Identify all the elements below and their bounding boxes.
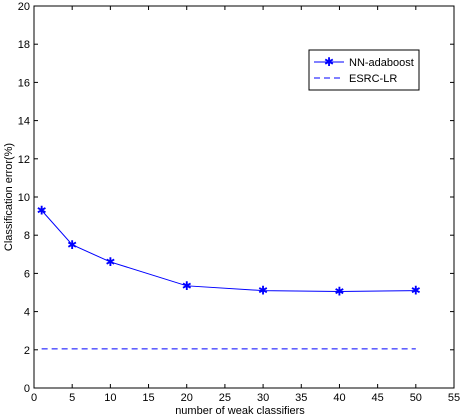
data-point-nn-adaboost: ✱ bbox=[258, 284, 268, 298]
x-tick-label: 15 bbox=[142, 392, 154, 404]
x-tick-label: 10 bbox=[104, 392, 116, 404]
data-point-nn-adaboost: ✱ bbox=[182, 279, 192, 293]
x-tick-label: 40 bbox=[333, 392, 345, 404]
y-tick-label: 20 bbox=[18, 1, 30, 13]
series-line-nn-adaboost bbox=[41, 210, 416, 293]
legend: ✱ NN-adaboost ESRC-LR bbox=[308, 49, 420, 91]
x-tick-label: 0 bbox=[31, 392, 37, 404]
y-tick-label: 14 bbox=[18, 116, 30, 128]
y-tick-label: 2 bbox=[24, 345, 30, 357]
y-tick-label: 10 bbox=[18, 192, 30, 204]
x-tick-label: 30 bbox=[257, 392, 269, 404]
x-tick-label: 5 bbox=[69, 392, 75, 404]
legend-label-esrc-lr: ESRC-LR bbox=[349, 73, 397, 85]
x-tick-label: 45 bbox=[372, 392, 384, 404]
series-layer: ✱ ✱ ✱ ✱ ✱ ✱ ✱ bbox=[37, 203, 421, 350]
y-tick-label: 18 bbox=[18, 39, 30, 51]
data-point-nn-adaboost: ✱ bbox=[67, 238, 77, 252]
x-tick-label: 20 bbox=[181, 392, 193, 404]
data-point-nn-adaboost: ✱ bbox=[334, 285, 344, 299]
data-point-nn-adaboost: ✱ bbox=[37, 203, 47, 217]
legend-marker-nn-adaboost: ✱ bbox=[324, 55, 334, 69]
legend-box bbox=[308, 49, 420, 91]
y-tick-label: 12 bbox=[18, 154, 30, 166]
axis-ticks: 0 5 10 15 20 25 30 35 40 45 50 55 0 2 4 6 8 10 12 14 16 18 20 bbox=[18, 1, 460, 404]
data-point-nn-adaboost: ✱ bbox=[411, 284, 421, 298]
y-tick-label: 4 bbox=[24, 307, 30, 319]
legend-label-nn-adaboost: NN-adaboost bbox=[349, 57, 414, 69]
x-tick-label: 50 bbox=[410, 392, 422, 404]
y-tick-label: 6 bbox=[24, 268, 30, 280]
y-tick-label: 16 bbox=[18, 77, 30, 89]
y-axis-label: Classification error(%) bbox=[3, 143, 15, 251]
y-tick-label: 8 bbox=[24, 230, 30, 242]
y-tick-label: 0 bbox=[24, 383, 30, 395]
x-tick-label: 35 bbox=[295, 392, 307, 404]
data-point-nn-adaboost: ✱ bbox=[105, 255, 115, 269]
x-axis-label: number of weak classifiers bbox=[175, 405, 305, 417]
x-tick-label: 25 bbox=[219, 392, 231, 404]
x-tick-label: 55 bbox=[448, 392, 460, 404]
